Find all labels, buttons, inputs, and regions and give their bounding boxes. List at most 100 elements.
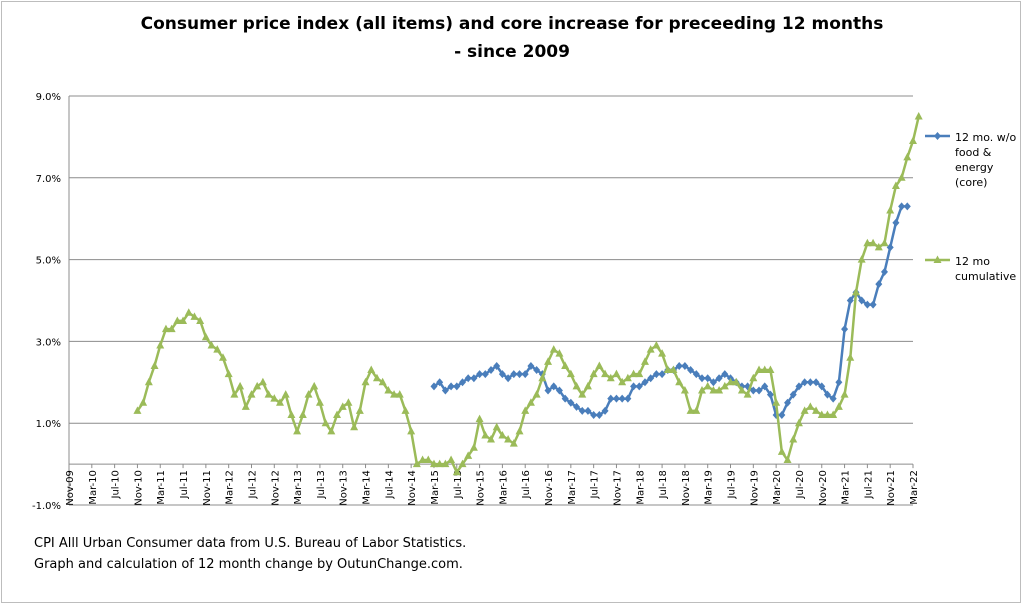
data-point-core xyxy=(863,300,871,309)
x-tick-label: Mar-13 xyxy=(293,470,304,505)
legend-marker-core xyxy=(934,132,941,140)
data-point-core xyxy=(801,378,809,387)
data-point-core xyxy=(641,378,649,387)
y-tick-label: 9.0% xyxy=(36,92,61,103)
data-point-core xyxy=(487,366,495,375)
legend-item-core: 12 mo. w/o food & energy (core) xyxy=(955,130,1020,190)
legend-label-core-1: 12 mo. w/o xyxy=(955,131,1017,144)
data-point-cumulative xyxy=(418,455,427,464)
data-point-cumulative xyxy=(429,459,438,468)
x-tick-label: Jul-11 xyxy=(179,470,190,499)
data-point-core xyxy=(704,374,712,383)
data-point-core xyxy=(578,406,586,415)
data-point-cumulative xyxy=(589,369,598,378)
data-point-cumulative xyxy=(350,422,359,431)
data-point-cumulative xyxy=(720,381,729,390)
data-point-core xyxy=(823,390,831,399)
data-point-cumulative xyxy=(726,377,735,386)
data-point-core xyxy=(892,218,900,227)
x-tick-label: Nov-18 xyxy=(681,470,692,506)
data-point-cumulative xyxy=(372,373,381,382)
data-point-cumulative xyxy=(498,430,507,439)
data-point-core xyxy=(784,398,792,407)
x-tick-label: Mar-14 xyxy=(362,470,373,505)
data-point-cumulative xyxy=(880,238,889,247)
data-point-cumulative xyxy=(692,406,701,414)
x-tick-label: Mar-21 xyxy=(841,470,852,505)
data-point-cumulative xyxy=(492,422,501,431)
data-point-core xyxy=(715,374,723,383)
data-point-cumulative xyxy=(293,426,302,435)
data-point-cumulative xyxy=(481,430,490,439)
x-tick-label: Jul-12 xyxy=(247,470,258,499)
data-point-cumulative xyxy=(298,410,307,419)
data-point-core xyxy=(721,370,729,379)
data-point-cumulative xyxy=(772,398,781,406)
data-point-cumulative xyxy=(384,385,393,394)
data-point-cumulative xyxy=(578,390,587,398)
data-point-cumulative xyxy=(686,406,695,414)
data-point-cumulative xyxy=(424,455,433,464)
data-point-core xyxy=(766,390,774,399)
data-point-cumulative xyxy=(224,369,233,378)
legend-label-core-2: food & xyxy=(955,146,992,159)
data-point-cumulative xyxy=(276,398,284,406)
data-point-core xyxy=(806,378,814,387)
data-point-cumulative xyxy=(247,390,256,398)
data-point-cumulative xyxy=(646,345,655,353)
data-point-core xyxy=(601,406,609,415)
chart-subtitle: - since 2009 xyxy=(454,42,570,62)
data-point-core xyxy=(635,382,643,391)
data-point-cumulative xyxy=(863,238,872,247)
data-point-cumulative xyxy=(310,381,319,390)
data-point-cumulative xyxy=(869,238,878,247)
source-note-line-1: CPI Alll Urban Consumer data from U.S. B… xyxy=(34,536,467,551)
data-point-core xyxy=(778,411,786,420)
data-point-cumulative xyxy=(909,136,917,144)
data-point-core xyxy=(447,382,455,391)
data-point-core xyxy=(687,366,695,375)
x-tick-label: Mar-12 xyxy=(225,470,236,505)
data-point-cumulative xyxy=(715,385,724,394)
data-point-cumulative xyxy=(447,455,456,464)
data-point-cumulative xyxy=(487,435,495,443)
data-point-cumulative xyxy=(629,369,638,378)
data-point-cumulative xyxy=(355,406,364,414)
data-point-core xyxy=(476,370,484,379)
data-point-cumulative xyxy=(435,459,444,468)
x-tick-label: Nov-11 xyxy=(202,470,213,506)
x-tick-label: Mar-17 xyxy=(567,470,578,505)
data-point-cumulative xyxy=(709,385,718,394)
x-tick-label: Mar-22 xyxy=(909,470,920,505)
data-point-cumulative xyxy=(794,418,803,427)
data-point-cumulative xyxy=(812,406,821,414)
data-point-core xyxy=(470,374,478,383)
data-point-core xyxy=(618,394,626,403)
y-tick-label: 7.0% xyxy=(36,174,61,185)
data-point-core xyxy=(584,406,592,415)
x-tick-label: Nov-14 xyxy=(407,470,418,506)
data-point-core xyxy=(607,394,615,403)
data-point-cumulative xyxy=(698,385,706,394)
data-point-cumulative xyxy=(361,377,370,386)
x-tick-label: Nov-15 xyxy=(476,470,487,506)
x-tick-label: Mar-19 xyxy=(704,470,715,505)
x-tick-label: Nov-10 xyxy=(133,470,144,506)
data-point-cumulative xyxy=(806,402,815,410)
data-point-cumulative xyxy=(618,377,627,386)
data-point-core xyxy=(441,386,449,395)
data-point-cumulative xyxy=(583,381,592,390)
x-tick-label: Nov-21 xyxy=(886,470,897,506)
x-tick-label: Jul-10 xyxy=(111,470,122,499)
data-point-cumulative xyxy=(532,390,541,398)
data-point-core xyxy=(829,394,837,403)
data-point-cumulative xyxy=(184,308,193,316)
data-point-cumulative xyxy=(167,324,176,333)
data-point-cumulative xyxy=(555,349,564,357)
data-point-cumulative xyxy=(458,459,467,468)
legend-label-cumulative-2: cumulative xyxy=(955,270,1017,283)
y-tick-label: 5.0% xyxy=(36,256,61,267)
data-point-cumulative xyxy=(207,340,216,349)
x-tick-label: Mar-15 xyxy=(430,470,441,505)
data-point-cumulative xyxy=(851,287,860,296)
